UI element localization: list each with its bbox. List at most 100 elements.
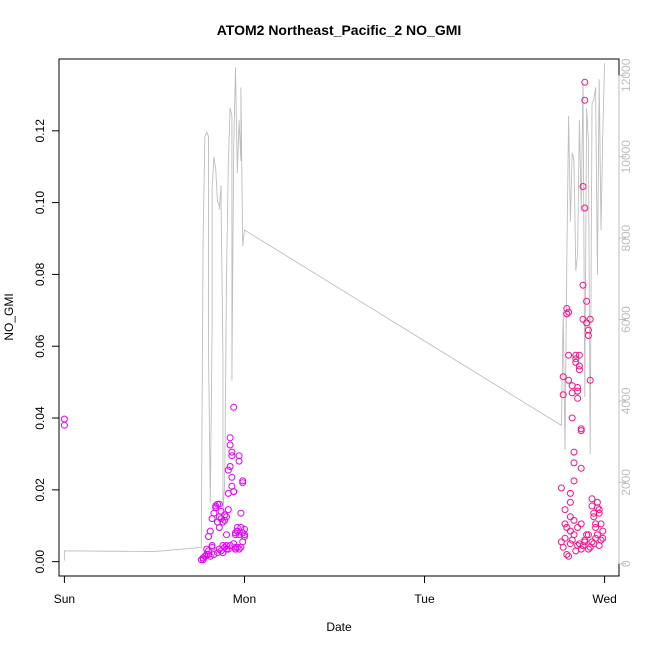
data-point — [590, 509, 598, 517]
data-point — [584, 332, 592, 339]
data-point — [214, 549, 221, 557]
data-point — [565, 552, 573, 560]
data-point — [230, 403, 238, 411]
data-point — [568, 414, 576, 422]
data-point — [574, 394, 582, 402]
data-point — [561, 520, 569, 528]
data-point — [226, 463, 234, 470]
data-point — [581, 96, 589, 104]
data-point — [239, 529, 247, 537]
data-point — [563, 305, 571, 312]
data-point — [223, 513, 230, 521]
data-point — [577, 464, 585, 472]
data-point — [226, 542, 234, 549]
data-point — [226, 434, 234, 442]
data-point — [590, 513, 598, 521]
data-point — [577, 545, 585, 553]
data-point — [581, 538, 589, 546]
data-point — [230, 488, 238, 496]
data-point — [579, 183, 587, 190]
y-tick-label: 0.08 — [33, 262, 47, 286]
data-point — [228, 452, 236, 460]
data-point — [584, 531, 592, 539]
data-point — [217, 507, 225, 515]
data-point — [233, 524, 241, 531]
data-point — [575, 366, 583, 374]
data-point — [592, 520, 600, 528]
data-point — [570, 477, 578, 485]
data-point — [584, 326, 592, 334]
data-point — [219, 518, 227, 526]
data-point — [575, 351, 583, 359]
data-point — [581, 78, 589, 86]
y-tick-label: 0.12 — [33, 119, 47, 143]
data-point — [566, 527, 574, 535]
x-tick-label: Tue — [414, 592, 435, 606]
data-point — [559, 543, 567, 551]
x-tick-label: Sun — [54, 592, 75, 606]
y2-tick-label: 0 — [619, 560, 633, 567]
data-point — [224, 466, 232, 474]
y-tick-label: 0.10 — [33, 191, 47, 215]
x-axis-label: Date — [326, 620, 352, 634]
data-point — [566, 498, 574, 506]
data-point — [223, 531, 230, 539]
x-tick-label: Mon — [233, 592, 256, 606]
data-point — [572, 358, 580, 366]
data-point — [574, 384, 582, 391]
y-axis-right: 0 2000 4000 6000 8000 10000 12000 — [618, 58, 633, 567]
data-point — [215, 500, 223, 508]
data-point — [199, 556, 207, 564]
y-axis-label: NO_GMI — [2, 293, 16, 340]
y2-tick-label: 10000 — [619, 140, 633, 174]
data-point — [592, 524, 600, 531]
data-point — [572, 355, 580, 363]
data-point — [559, 373, 567, 381]
data-point — [574, 387, 582, 395]
data-point — [566, 513, 574, 521]
y-tick-label: 0.00 — [33, 550, 47, 574]
y2-tick-label: 4000 — [619, 387, 633, 414]
y-tick-label: 0.06 — [33, 334, 47, 358]
data-point — [210, 551, 218, 558]
data-point — [570, 459, 578, 467]
data-point — [228, 473, 236, 481]
data-point — [593, 498, 601, 506]
data-point — [217, 547, 225, 555]
data-point — [60, 415, 68, 423]
data-point — [212, 502, 220, 510]
data-point — [577, 520, 585, 528]
data-point — [595, 509, 603, 517]
data-point — [565, 308, 573, 316]
data-point — [228, 448, 236, 456]
data-point — [224, 506, 232, 514]
data-point — [597, 536, 605, 544]
data-point — [205, 551, 212, 558]
data-point — [577, 425, 585, 433]
data-point — [574, 524, 582, 531]
data-point — [206, 552, 214, 560]
data-point — [575, 362, 583, 370]
data-point — [563, 310, 571, 318]
data-point — [597, 520, 605, 528]
data-point — [583, 297, 591, 305]
data-point — [235, 545, 243, 553]
data-point — [559, 391, 567, 399]
y-tick-label: 0.04 — [33, 406, 47, 430]
data-point — [241, 533, 248, 540]
data-point — [570, 516, 578, 524]
y2-tick-label: 8000 — [619, 224, 633, 251]
data-point — [557, 484, 565, 492]
data-point — [235, 457, 243, 465]
x-axis: Sun Mon Tue Wed — [54, 575, 617, 606]
data-point — [201, 552, 209, 560]
data-point — [572, 351, 580, 359]
points-layer — [60, 78, 607, 564]
data-point — [584, 545, 592, 553]
y-axis-left: 0.00 0.02 0.04 0.06 0.08 0.10 0.12 — [33, 119, 60, 574]
data-point — [223, 542, 230, 549]
data-point — [221, 516, 229, 524]
data-point — [561, 506, 569, 514]
data-point — [599, 527, 607, 535]
